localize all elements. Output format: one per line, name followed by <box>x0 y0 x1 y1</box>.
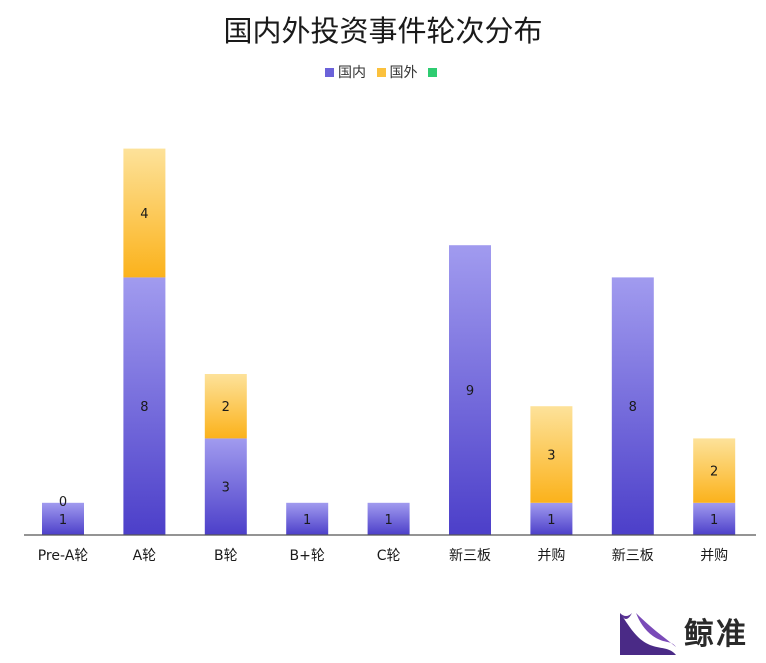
bar-foreign-6 <box>530 406 573 503</box>
legend-item-third <box>427 67 441 77</box>
x-tick-label-1: A轮 <box>133 548 157 564</box>
legend-label-domestic: 国内 <box>338 65 367 81</box>
bar-domestic-3 <box>286 502 329 535</box>
bar-foreign-2 <box>204 374 247 439</box>
data-label-domestic-6: 1 <box>547 513 555 528</box>
x-tick-label-4: C轮 <box>377 548 401 564</box>
x-tick-label-2: B轮 <box>214 548 238 564</box>
legend-label-foreign: 国外 <box>389 65 418 81</box>
legend-swatch-foreign <box>376 67 386 77</box>
data-label-domestic-0: 1 <box>59 513 67 528</box>
data-label-foreign-0: 0 <box>59 495 67 510</box>
brand-logo: 鲸准 <box>616 607 748 655</box>
bar-domestic-4 <box>367 502 410 535</box>
data-label-domestic-5: 9 <box>466 384 474 399</box>
x-tick-label-6: 并购 <box>537 548 565 564</box>
data-label-foreign-1: 4 <box>140 207 148 222</box>
x-tick-label-7: 新三板 <box>612 548 654 564</box>
data-label-foreign-6: 3 <box>547 449 555 464</box>
x-tick-label-8: 并购 <box>700 548 728 564</box>
bar-domestic-8 <box>693 502 736 535</box>
legend-swatch-domestic <box>325 67 335 77</box>
data-label-domestic-4: 1 <box>384 513 392 528</box>
bar-foreign-1 <box>123 148 166 278</box>
legend-item-domestic: 国内 <box>325 62 366 82</box>
brand-logo-text: 鲸准 <box>684 617 748 652</box>
legend: 国内 国外 <box>0 62 766 82</box>
whale-logo-icon <box>620 613 676 655</box>
data-label-foreign-2: 2 <box>222 400 230 415</box>
data-label-domestic-2: 3 <box>222 481 230 496</box>
bar-domestic-1 <box>123 277 166 535</box>
data-label-domestic-7: 8 <box>629 400 637 415</box>
x-tick-label-0: Pre-A轮 <box>38 548 89 564</box>
bar-domestic-6 <box>530 502 573 535</box>
x-tick-label-5: 新三板 <box>449 548 491 564</box>
x-tick-label-3: B+轮 <box>290 548 325 564</box>
data-label-domestic-3: 1 <box>303 513 311 528</box>
bar-domestic-0 <box>42 502 84 535</box>
legend-swatch-third <box>427 67 437 77</box>
bar-chart: 1 0 8 4 3 2 1 1 9 1 3 8 1 2 Pre-A轮 A轮 B轮 B+轮 C轮 新三板 并购 新三板 并购 <box>24 148 756 564</box>
bar-domestic-2 <box>204 438 247 535</box>
data-label-domestic-1: 8 <box>140 400 148 415</box>
bar-domestic-7 <box>611 277 654 535</box>
bar-foreign-8 <box>693 438 736 503</box>
data-label-foreign-8: 2 <box>710 465 718 480</box>
bar-domestic-5 <box>449 245 491 535</box>
data-label-domestic-8: 1 <box>710 513 718 528</box>
chart-title: 国内外投资事件轮次分布 <box>223 14 543 48</box>
legend-item-foreign: 国外 <box>376 62 418 82</box>
